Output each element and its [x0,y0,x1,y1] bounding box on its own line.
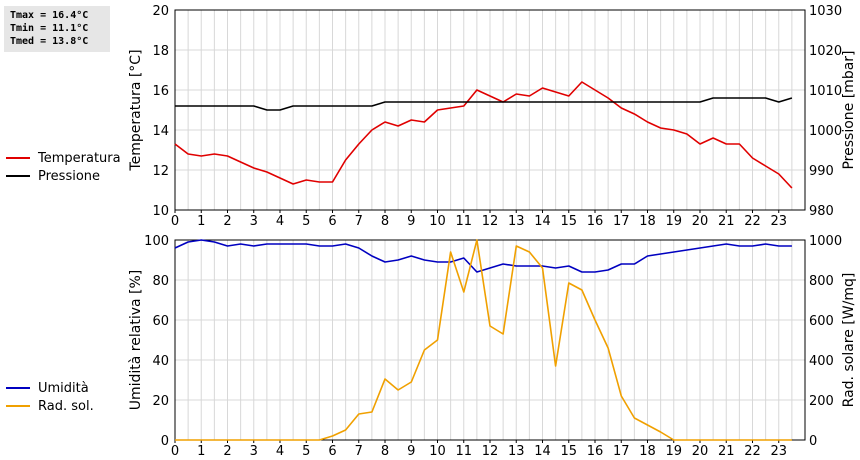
y2-tick-label: 1030 [809,4,842,19]
y2-axis-title: Rad. solare [W/mq] [841,273,857,408]
y-tick-label: 60 [152,314,169,329]
x-tick-label: 12 [482,444,499,459]
x-tick-label: 8 [381,214,389,229]
x-tick-label: 19 [665,214,682,229]
x-tick-label: 8 [381,444,389,459]
x-tick-label: 15 [560,214,577,229]
y-tick-label: 100 [144,234,169,249]
x-tick-label: 20 [692,444,709,459]
x-tick-label: 21 [718,214,735,229]
x-tick-label: 9 [407,444,415,459]
legend-label: Pressione [38,169,100,184]
x-tick-label: 17 [613,214,630,229]
x-tick-label: 17 [613,444,630,459]
x-tick-label: 22 [744,444,761,459]
y-tick-label: 0 [161,434,169,449]
series-line-rad-sol- [175,239,792,441]
x-tick-label: 2 [223,214,231,229]
x-tick-label: 16 [587,214,604,229]
x-tick-label: 10 [429,214,446,229]
x-tick-label: 13 [508,214,525,229]
legend-label: Umidità [38,381,89,396]
y2-tick-label: 200 [809,394,834,409]
y2-tick-label: 1000 [809,234,842,249]
y-tick-label: 14 [152,124,169,139]
y-axis-title: Temperatura [°C] [128,49,144,171]
y2-tick-label: 400 [809,354,834,369]
x-tick-label: 0 [171,214,179,229]
y2-tick-label: 990 [809,164,834,179]
y2-tick-label: 1010 [809,84,842,99]
stat-tmed: Tmed = 13.8°C [10,36,89,47]
y2-tick-label: 1020 [809,44,842,59]
series-line-temperatura [174,81,793,189]
y-tick-label: 80 [152,274,169,289]
y-tick-label: 20 [152,4,169,19]
series-line-umidit- [174,239,792,273]
stat-tmax: Tmax = 16.4°C [10,10,89,21]
y-tick-label: 20 [152,394,169,409]
x-tick-label: 23 [770,214,787,229]
y-tick-label: 12 [152,164,169,179]
x-tick-label: 18 [639,444,656,459]
x-tick-label: 6 [328,214,336,229]
x-tick-label: 14 [534,444,551,459]
chart-panel-1: 0 1 2 3 4 5 6 7 8 9 10 11 12 13 14 15 16 17 18 19 20 21 22 2310… [6,4,857,229]
x-tick-label: 19 [665,444,682,459]
x-tick-label: 12 [482,214,499,229]
x-tick-label: 1 [197,444,205,459]
y2-tick-label: 600 [809,314,834,329]
x-tick-label: 9 [407,214,415,229]
x-tick-label: 11 [455,444,472,459]
x-tick-label: 16 [587,444,604,459]
legend-label: Temperatura [37,151,121,166]
y-tick-label: 18 [152,44,169,59]
x-tick-label: 14 [534,214,551,229]
x-tick-label: 4 [276,214,284,229]
x-tick-label: 2 [223,444,231,459]
x-tick-label: 3 [250,444,258,459]
x-tick-label: 18 [639,214,656,229]
y2-tick-label: 800 [809,274,834,289]
x-tick-label: 21 [718,444,735,459]
stat-tmin: Tmin = 11.1°C [10,23,89,34]
x-tick-label: 20 [692,214,709,229]
x-tick-label: 3 [250,214,258,229]
y2-tick-label: 980 [809,204,834,219]
x-tick-label: 13 [508,444,525,459]
y-tick-label: 16 [152,84,169,99]
x-tick-label: 15 [560,444,577,459]
x-tick-label: 1 [197,214,205,229]
y-axis-title: Umidità relativa [%] [128,270,144,411]
y-tick-label: 40 [152,354,169,369]
x-tick-label: 7 [355,214,363,229]
x-tick-label: 0 [171,444,179,459]
x-tick-label: 11 [455,214,472,229]
chart-panel-2: 0 1 2 3 4 5 6 7 8 9 10 11 12 13 14 15 16 17 18 19 20 21 22 2302… [6,234,857,459]
x-tick-label: 23 [770,444,787,459]
y2-tick-label: 0 [809,434,817,449]
y2-tick-label: 1000 [809,124,842,139]
y-tick-label: 10 [152,204,169,219]
y2-axis-title: Pressione [mbar] [841,50,857,169]
x-tick-label: 6 [328,444,336,459]
x-tick-label: 4 [276,444,284,459]
legend-label: Rad. sol. [38,399,94,414]
stats-box: Tmax = 16.4°C Tmin = 11.1°C Tmed = 13.8°… [4,6,110,52]
x-tick-label: 10 [429,444,446,459]
x-tick-label: 5 [302,214,310,229]
series-line-pressione [175,97,793,111]
x-tick-label: 22 [744,214,761,229]
x-tick-label: 7 [355,444,363,459]
x-tick-label: 5 [302,444,310,459]
